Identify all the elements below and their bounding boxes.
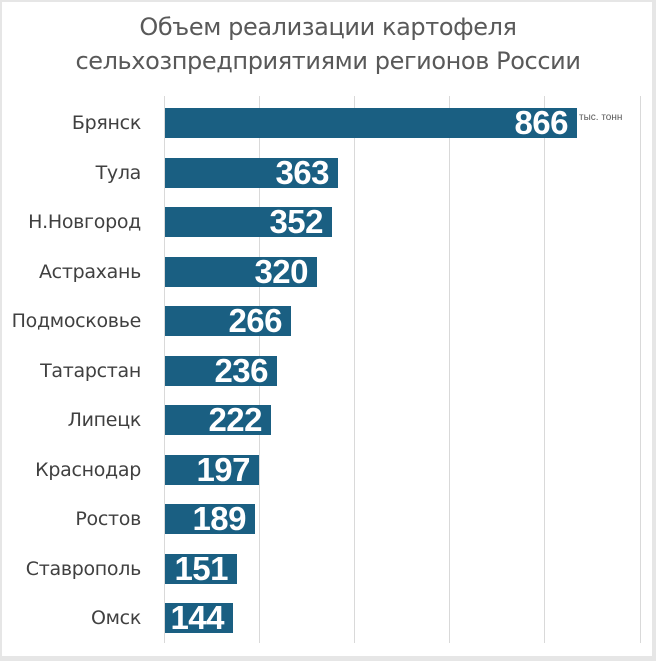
- gridline: [164, 96, 165, 643]
- value-label: 197: [196, 451, 250, 488]
- category-label: Татарстан: [40, 360, 141, 382]
- value-label: 222: [208, 401, 262, 438]
- chart-title: Объем реализации картофеля сельхозпредпр…: [0, 10, 656, 78]
- category-label: Астрахань: [38, 261, 141, 283]
- category-label: Тула: [95, 162, 142, 184]
- bar-row: Татарстан 236: [0, 352, 656, 389]
- bar-row: Липецк 222: [0, 401, 656, 438]
- bar: 144: [165, 599, 233, 636]
- bar-row: Брянск 866 тыс. тонн: [0, 104, 656, 141]
- value-label: 189: [192, 500, 246, 537]
- bar: 197: [165, 451, 259, 488]
- gridline: [544, 96, 545, 643]
- category-label: Краснодар: [35, 459, 141, 481]
- bar-row: Астрахань 320: [0, 253, 656, 290]
- value-label: 363: [275, 154, 329, 191]
- value-label: 151: [174, 550, 228, 587]
- value-label: 266: [228, 302, 282, 339]
- bar: 189: [165, 500, 255, 537]
- category-label: Ставрополь: [25, 558, 142, 580]
- bar-row: Подмосковье 266: [0, 302, 656, 339]
- value-label: 236: [214, 352, 268, 389]
- bar-row: Краснодар 197: [0, 451, 656, 488]
- chart-title-line-2: сельхозпредприятиями регионов России: [75, 47, 581, 75]
- bar: 866: [165, 104, 577, 141]
- gridline: [640, 96, 641, 643]
- value-label: 144: [170, 599, 224, 636]
- gridline: [354, 96, 355, 643]
- bar-row: Тула 363: [0, 154, 656, 191]
- bar: 266: [165, 302, 291, 339]
- bar-row: Ростов 189: [0, 500, 656, 537]
- category-label: Ростов: [75, 508, 141, 530]
- bar: 222: [165, 401, 271, 438]
- value-label: 352: [269, 203, 323, 240]
- category-label: Брянск: [71, 112, 141, 134]
- bar-row: Н.Новгород 352: [0, 203, 656, 240]
- gridline: [449, 96, 450, 643]
- bar-row: Ставрополь 151: [0, 550, 656, 587]
- chart-title-line-1: Объем реализации картофеля: [139, 13, 517, 41]
- value-label: 320: [254, 253, 308, 290]
- bar: 236: [165, 352, 277, 389]
- bar: 320: [165, 253, 317, 290]
- category-label: Подмосковье: [11, 310, 142, 332]
- value-label: 866: [514, 104, 568, 141]
- bar-row: Омск 144: [0, 599, 656, 636]
- bar: 363: [165, 154, 338, 191]
- unit-label: тыс. тонн: [579, 112, 623, 123]
- bar: 352: [165, 203, 332, 240]
- category-label: Липецк: [67, 409, 142, 431]
- category-label: Н.Новгород: [28, 211, 141, 233]
- category-label: Омск: [90, 607, 141, 629]
- bar: 151: [165, 550, 237, 587]
